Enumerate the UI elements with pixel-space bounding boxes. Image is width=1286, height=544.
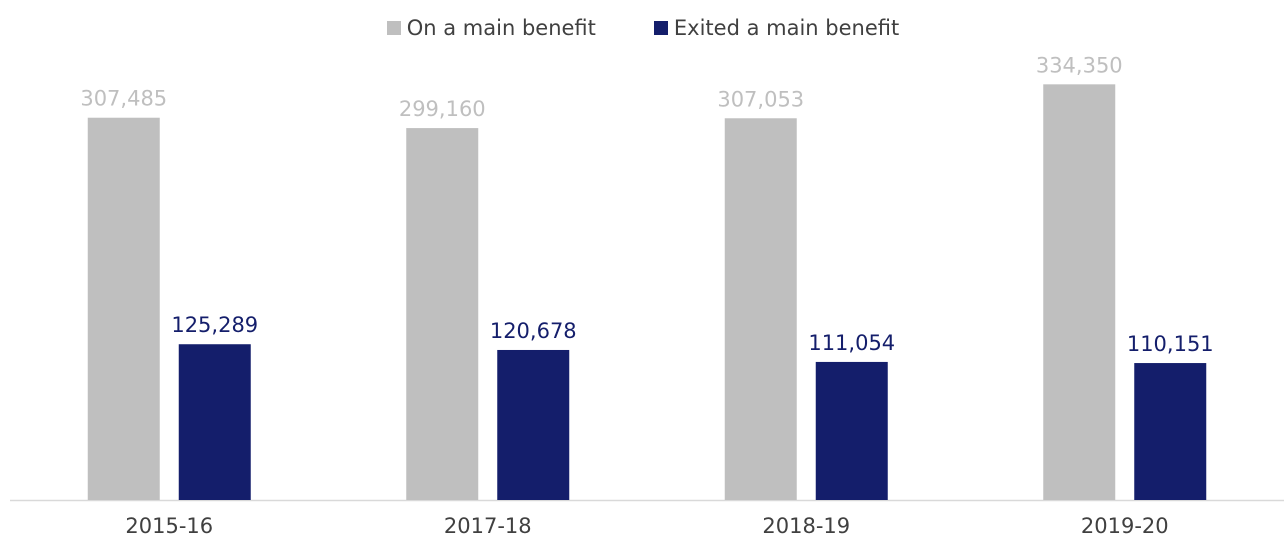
bar-on-main-benefit-2017-18 <box>406 128 479 500</box>
legend-swatch-on-main-benefit <box>386 21 401 35</box>
data-label-on-main-benefit-2019-20: 334,350 <box>1036 53 1123 77</box>
data-label-on-main-benefit-2018-19: 307,053 <box>717 87 804 111</box>
x-tick-label-2015-16: 2015-16 <box>125 514 213 538</box>
data-label-exited-main-benefit-2015-16: 125,289 <box>171 313 258 337</box>
bar-exited-main-benefit-2018-19 <box>815 361 888 500</box>
bar-on-main-benefit-2019-20 <box>1043 84 1116 500</box>
x-tick-label-2017-18: 2017-18 <box>444 514 532 538</box>
data-label-exited-main-benefit-2019-20: 110,151 <box>1127 332 1214 356</box>
legend-item-on-main-benefit: On a main benefit <box>386 16 596 40</box>
data-label-on-main-benefit-2017-18: 299,160 <box>399 97 486 121</box>
bar-exited-main-benefit-2019-20 <box>1134 363 1207 500</box>
legend-label-on-main-benefit: On a main benefit <box>406 16 596 40</box>
bar-exited-main-benefit-2017-18 <box>497 349 570 500</box>
bar-on-main-benefit-2015-16 <box>87 117 160 501</box>
legend: On a main benefit Exited a main benefit <box>0 16 1286 40</box>
bar-on-main-benefit-2018-19 <box>724 118 797 501</box>
legend-item-exited-main-benefit: Exited a main benefit <box>653 16 900 40</box>
legend-label-exited-main-benefit: Exited a main benefit <box>673 16 900 40</box>
data-label-on-main-benefit-2015-16: 307,485 <box>80 87 167 111</box>
data-label-exited-main-benefit-2018-19: 111,054 <box>808 331 895 355</box>
x-tick-label-2019-20: 2019-20 <box>1081 514 1169 538</box>
x-tick-label-2018-19: 2018-19 <box>762 514 850 538</box>
data-label-exited-main-benefit-2017-18: 120,678 <box>490 319 577 343</box>
legend-swatch-exited-main-benefit <box>653 21 668 35</box>
bar-exited-main-benefit-2015-16 <box>178 344 251 500</box>
